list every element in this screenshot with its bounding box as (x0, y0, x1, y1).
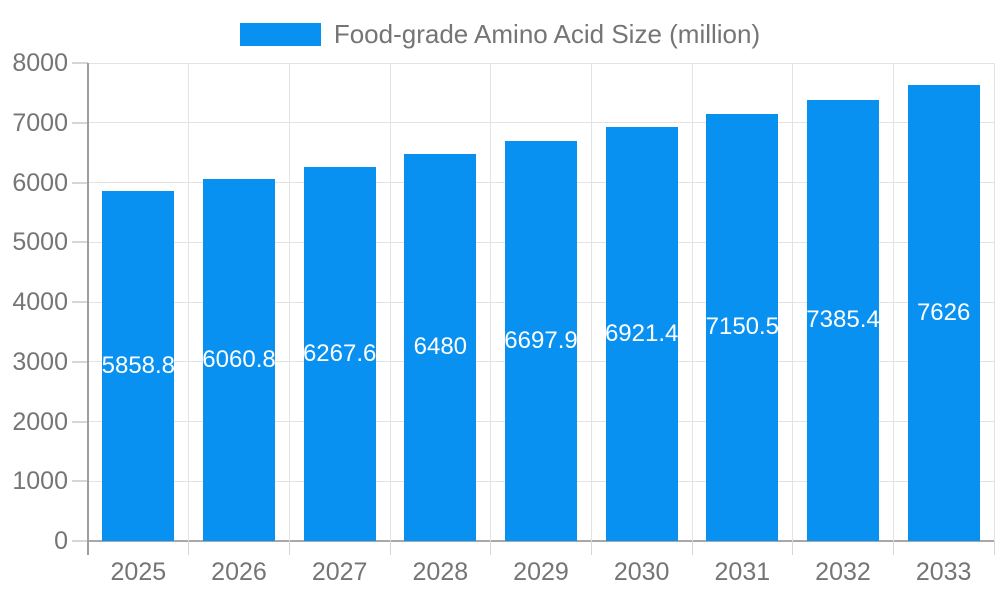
bar-value-label: 6697.9 (504, 326, 578, 354)
y-tick-label: 7000 (12, 108, 68, 137)
x-tick-label: 2032 (815, 558, 871, 586)
bar[interactable]: 6480 (404, 153, 477, 541)
y-axis-tick (72, 540, 88, 542)
legend-label: Food-grade Amino Acid Size (million) (333, 18, 761, 49)
y-axis-tick (72, 480, 88, 483)
y-tick-label: 5000 (12, 228, 68, 257)
x-axis-tick (892, 541, 894, 555)
bar-value-label: 7150.5 (705, 313, 780, 341)
gridline (590, 63, 592, 541)
bar-value-label: 7626 (916, 299, 971, 327)
bar[interactable]: 7150.5 (706, 113, 779, 541)
x-tick-label: 2033 (915, 558, 972, 586)
x-axis-tick (993, 541, 995, 555)
gridline (88, 62, 994, 64)
bar[interactable]: 6267.6 (303, 166, 376, 541)
bar-value-label: 5858.8 (101, 351, 176, 379)
bar[interactable]: 5858.8 (102, 190, 175, 541)
x-tick-label: 2031 (714, 558, 771, 586)
x-axis-line (88, 540, 994, 542)
x-tick-label: 2029 (513, 558, 569, 586)
y-tick-label: 8000 (12, 49, 68, 77)
gridline (792, 63, 794, 541)
y-tick-label: 1000 (12, 467, 68, 496)
gridline (288, 63, 290, 541)
x-tick-label: 2027 (311, 558, 368, 586)
bar[interactable]: 6060.8 (202, 178, 276, 541)
x-axis-tick (389, 541, 391, 555)
x-axis-tick (792, 541, 794, 555)
y-axis-tick (72, 360, 88, 363)
bar-value-label: 7385.4 (806, 306, 880, 334)
y-axis-tick (72, 301, 88, 303)
y-tick-label: 2000 (12, 407, 68, 436)
gridline (892, 63, 894, 541)
x-axis-tick (188, 541, 190, 555)
y-axis-line (87, 63, 89, 555)
bar[interactable]: 7626 (907, 85, 980, 541)
bar[interactable]: 7385.4 (806, 99, 880, 541)
x-tick-label: 2028 (412, 558, 469, 586)
gridline (993, 63, 995, 541)
y-tick-label: 3000 (12, 347, 68, 376)
x-tick-label: 2026 (211, 558, 267, 586)
x-axis-tick (590, 541, 592, 555)
gridline (490, 63, 492, 541)
x-axis-tick (490, 541, 492, 555)
bar[interactable]: 6921.4 (605, 127, 678, 541)
x-axis-tick (691, 541, 693, 555)
bar-value-label: 6480 (413, 333, 468, 361)
bar-value-label: 6267.6 (302, 339, 377, 367)
chart-legend[interactable]: Food-grade Amino Acid Size (million) (0, 18, 1000, 49)
y-axis-tick (72, 121, 88, 124)
y-tick-label: 4000 (12, 288, 68, 316)
x-tick-label: 2025 (110, 558, 167, 586)
x-axis-tick (288, 541, 290, 555)
gridline (188, 63, 190, 541)
y-tick-label: 6000 (12, 168, 68, 197)
x-tick-label: 2030 (613, 558, 670, 586)
bar-value-label: 6060.8 (202, 345, 276, 373)
y-tick-label: 0 (54, 527, 68, 555)
y-axis-tick (72, 62, 88, 64)
y-axis-tick (72, 241, 88, 244)
gridline (691, 63, 693, 541)
y-axis-tick (72, 420, 88, 423)
legend-swatch (239, 22, 321, 46)
gridline (88, 122, 994, 124)
gridline (389, 63, 391, 541)
bar[interactable]: 6697.9 (504, 140, 578, 541)
y-axis-tick (72, 181, 88, 184)
bar-value-label: 6921.4 (604, 320, 679, 348)
